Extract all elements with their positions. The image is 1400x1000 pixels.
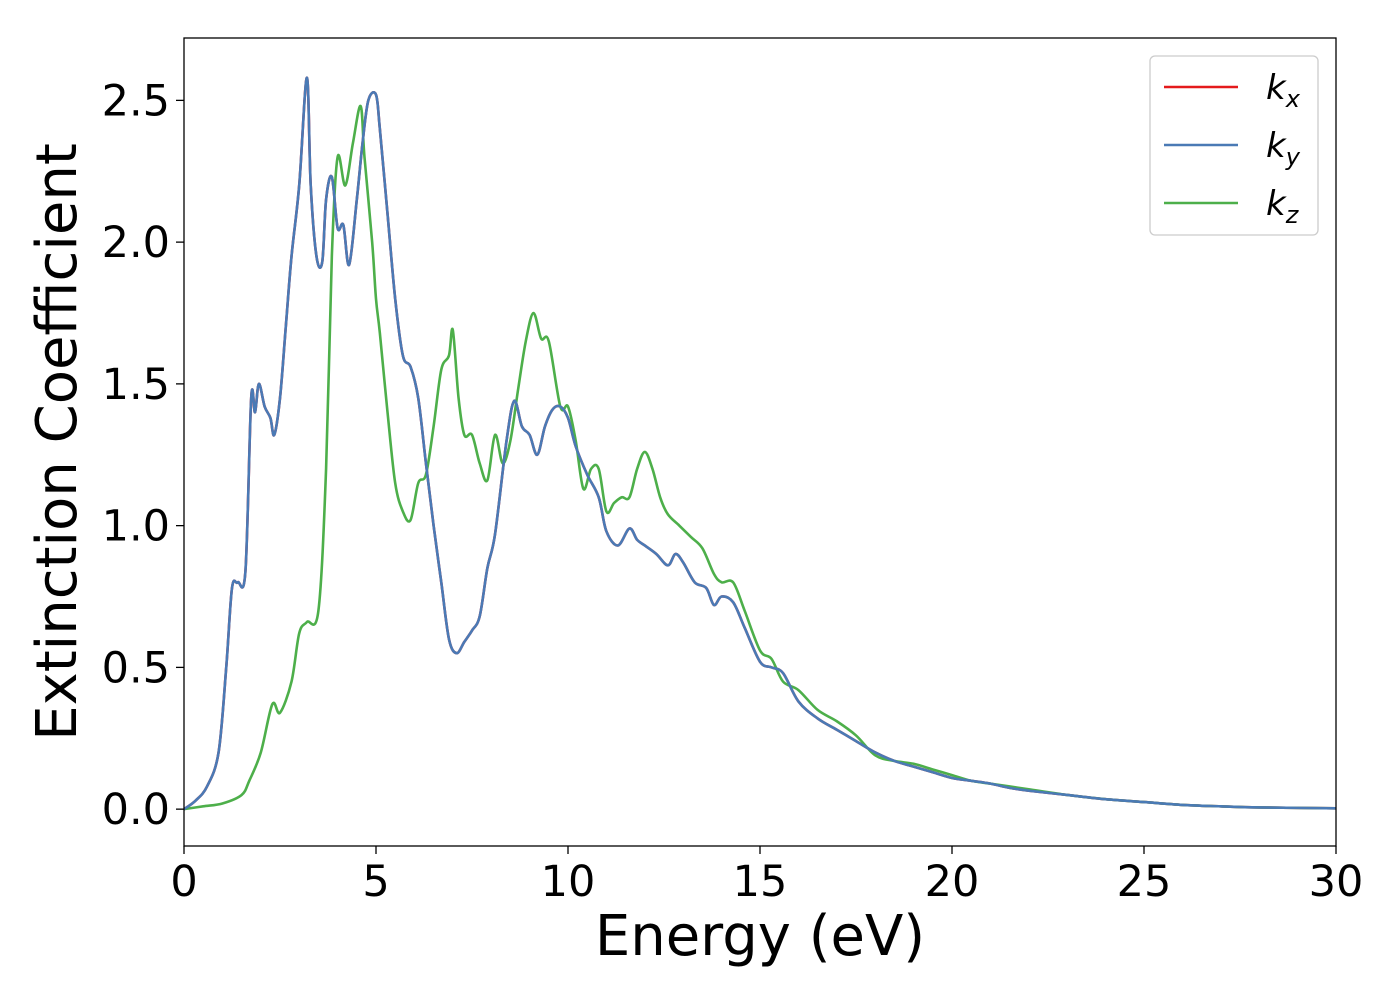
y-axis: 0.0 0.5 1.0 1.5 2.0 2.5	[102, 76, 184, 835]
x-tick-label: 0	[170, 857, 197, 907]
y-axis-title: Extinction Coefficient	[25, 143, 90, 741]
legend-label-base: k	[1266, 184, 1287, 224]
legend-label-subscript: z	[1285, 201, 1300, 229]
series-layer	[184, 76, 1336, 811]
y-tick-label: 0.5	[102, 643, 170, 693]
y-tick-label: 1.5	[102, 360, 170, 410]
x-axis-title: Energy (eV)	[595, 904, 925, 969]
y-tick-label: 1.0	[102, 502, 170, 552]
y-tick-label: 2.0	[102, 218, 170, 268]
x-tick-label: 30	[1309, 857, 1364, 907]
legend-label-base: k	[1266, 68, 1287, 108]
legend-label-kx: kx	[1266, 68, 1301, 113]
x-axis: 0 5 10 15 20 25 30	[170, 846, 1363, 907]
x-tick-label: 10	[541, 857, 596, 907]
series-line-kz	[184, 104, 1336, 811]
y-tick-label: 2.5	[102, 76, 170, 126]
legend-label-kz: kz	[1266, 184, 1300, 229]
y-tick-label: 0.0	[102, 785, 170, 835]
x-tick-label: 25	[1117, 857, 1172, 907]
legend-label-ky: ky	[1266, 126, 1301, 171]
legend-label-subscript: y	[1285, 143, 1301, 171]
x-tick-label: 15	[733, 857, 788, 907]
legend-label-base: k	[1266, 126, 1287, 166]
legend-label-subscript: x	[1285, 85, 1301, 113]
x-tick-label: 20	[925, 857, 980, 907]
series-line-ky	[184, 76, 1336, 811]
x-tick-label: 5	[362, 857, 389, 907]
